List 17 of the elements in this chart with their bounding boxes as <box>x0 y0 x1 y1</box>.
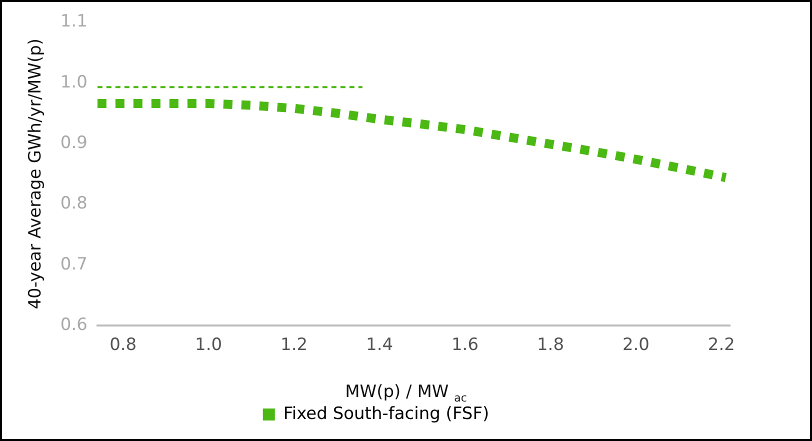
x-tick-label: 2.0 <box>622 335 650 356</box>
x-tick-label: 1.0 <box>195 335 222 356</box>
y-tick-label: 0.8 <box>60 194 88 214</box>
x-tick-label: 1.4 <box>366 335 394 356</box>
y-tick-label: 0.6 <box>60 315 88 336</box>
legend-label: Fixed South-facing (FSF) <box>283 404 490 424</box>
y-tick-label: 1.1 <box>60 12 88 32</box>
y-tick-label: 1.0 <box>60 72 88 92</box>
x-tick-label: 1.2 <box>280 335 308 356</box>
x-tick-label: 0.8 <box>110 335 137 356</box>
x-tick-label: 1.8 <box>536 335 564 356</box>
x-tick-label: 2.2 <box>708 335 735 356</box>
x-tick-label: 1.6 <box>451 335 479 356</box>
y-tick-label: 0.7 <box>60 254 88 274</box>
y-axis-title: 40-year Average GWh/yr/MW(p) <box>26 38 46 310</box>
y-tick-label: 0.9 <box>60 132 88 153</box>
x-axis-title: MW(p) / MW $_{ac}$ <box>344 382 468 404</box>
